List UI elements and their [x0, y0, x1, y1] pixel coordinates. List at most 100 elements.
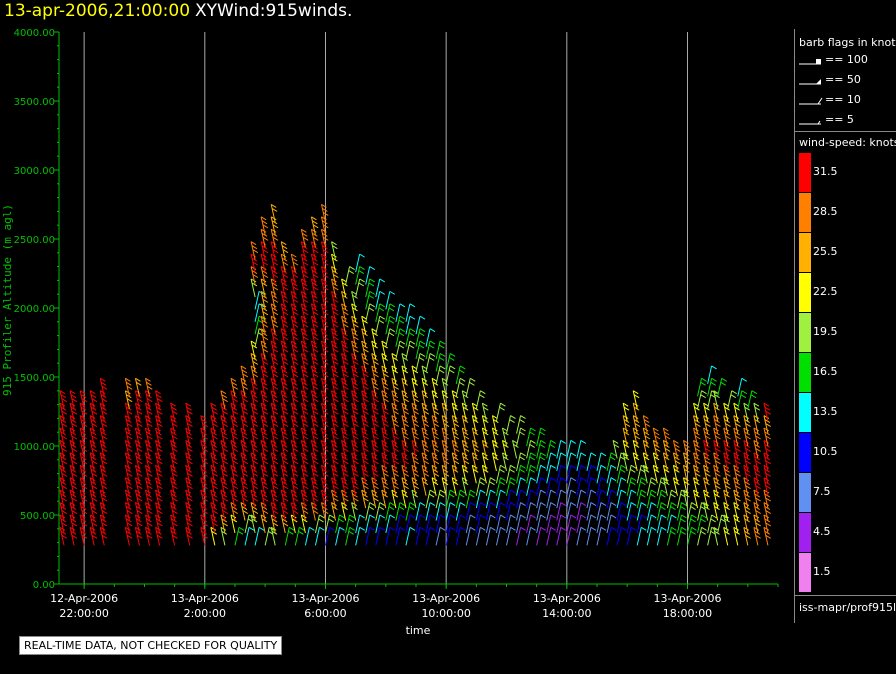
wind-barb [124, 415, 133, 434]
barb-staff [566, 440, 572, 459]
barb-flag [361, 452, 367, 457]
wind-barb [310, 241, 319, 260]
barb-flag [684, 481, 690, 486]
wind-barb [99, 514, 108, 534]
wind-barb [361, 452, 369, 471]
barb-flag [661, 514, 667, 519]
barb-flag [343, 423, 349, 428]
barb-flag [291, 481, 298, 486]
wind-barb [260, 253, 269, 273]
barb-flag [720, 381, 727, 386]
barb-flag [419, 353, 426, 357]
barb-staff [616, 514, 622, 534]
barb-flag [549, 443, 556, 448]
barb-flag [270, 315, 277, 320]
barb-flag [201, 518, 207, 523]
wind-barb [693, 452, 701, 471]
barb-staff [666, 502, 672, 521]
x-axis-title: time [406, 624, 431, 637]
barb-flag [418, 344, 425, 349]
barb-flag [341, 464, 347, 469]
barb-flag [185, 477, 191, 482]
speed-color-swatch [799, 433, 811, 472]
wind-barb [495, 402, 506, 422]
barb-flag [483, 468, 489, 473]
wind-barb [290, 377, 299, 397]
barb-flag [281, 266, 287, 270]
wind-barb [250, 452, 259, 471]
wind-barb [411, 390, 420, 409]
barb-staff [210, 514, 216, 534]
barb-flag [301, 489, 307, 494]
wind-barb [723, 526, 730, 546]
barb-flag [754, 406, 761, 411]
barb-flag [260, 353, 267, 357]
barb-staff [69, 527, 75, 546]
barb-staff [616, 527, 622, 546]
barb-flag [221, 394, 228, 399]
barb-flag [70, 530, 77, 535]
barb-staff [411, 477, 417, 496]
barb-flag [693, 452, 699, 457]
barb-flag [411, 464, 418, 469]
wind-barb [662, 464, 670, 484]
barb-flag [311, 253, 317, 258]
wind-barb [421, 439, 430, 459]
barb-staff [320, 204, 326, 223]
wind-barb [642, 415, 651, 434]
barb-flag [674, 468, 680, 473]
barb-flag [381, 390, 388, 395]
barb-flag [292, 261, 299, 266]
barb-flag [126, 381, 132, 386]
barb-flag [146, 431, 152, 436]
barb-flag [99, 502, 106, 506]
barb-flag [250, 427, 257, 432]
wind-barb [145, 415, 153, 434]
barb-flag [125, 402, 131, 407]
wind-barb [546, 464, 556, 484]
wind-barb [240, 477, 249, 496]
barb-flag [383, 373, 389, 378]
barb-flag [439, 502, 446, 506]
barb-flag [509, 468, 515, 473]
wind-barb [185, 439, 193, 459]
wind-barb [707, 514, 717, 534]
barb-flag [136, 506, 142, 510]
wind-barb [320, 315, 329, 335]
barb-flag [755, 534, 761, 539]
barb-staff [310, 390, 316, 409]
barb-flag [362, 443, 368, 448]
barb-staff [713, 477, 719, 496]
wind-barb [485, 477, 496, 496]
wind-barb [230, 427, 239, 447]
wind-barb [632, 427, 641, 447]
barb-flag [462, 406, 469, 411]
barb-flag [125, 452, 131, 457]
barb-staff [662, 477, 668, 496]
barb-flag [312, 394, 318, 399]
barb-flag [421, 464, 428, 469]
barb-staff [723, 427, 729, 447]
barb-flag [369, 502, 375, 506]
barb-flag [764, 456, 771, 461]
wind-barb [656, 514, 667, 534]
barb-staff [371, 353, 377, 372]
wind-barb [495, 514, 506, 534]
barb-flag [251, 419, 258, 424]
barb-flag [351, 502, 357, 506]
barb-staff [79, 465, 85, 484]
wind-barb [310, 328, 319, 347]
barb-staff [361, 353, 367, 372]
barb-flag [452, 431, 459, 436]
barb-flag [146, 406, 152, 411]
wind-barb [220, 402, 228, 422]
barb-staff [134, 489, 140, 509]
barb-flag [674, 443, 680, 448]
barb-staff [622, 440, 628, 459]
barb-flag [262, 410, 269, 415]
barb-flag [321, 477, 327, 482]
barb-staff [341, 477, 347, 496]
barb-flag [331, 278, 337, 283]
barb-staff [411, 440, 417, 459]
barb-staff [331, 278, 337, 298]
